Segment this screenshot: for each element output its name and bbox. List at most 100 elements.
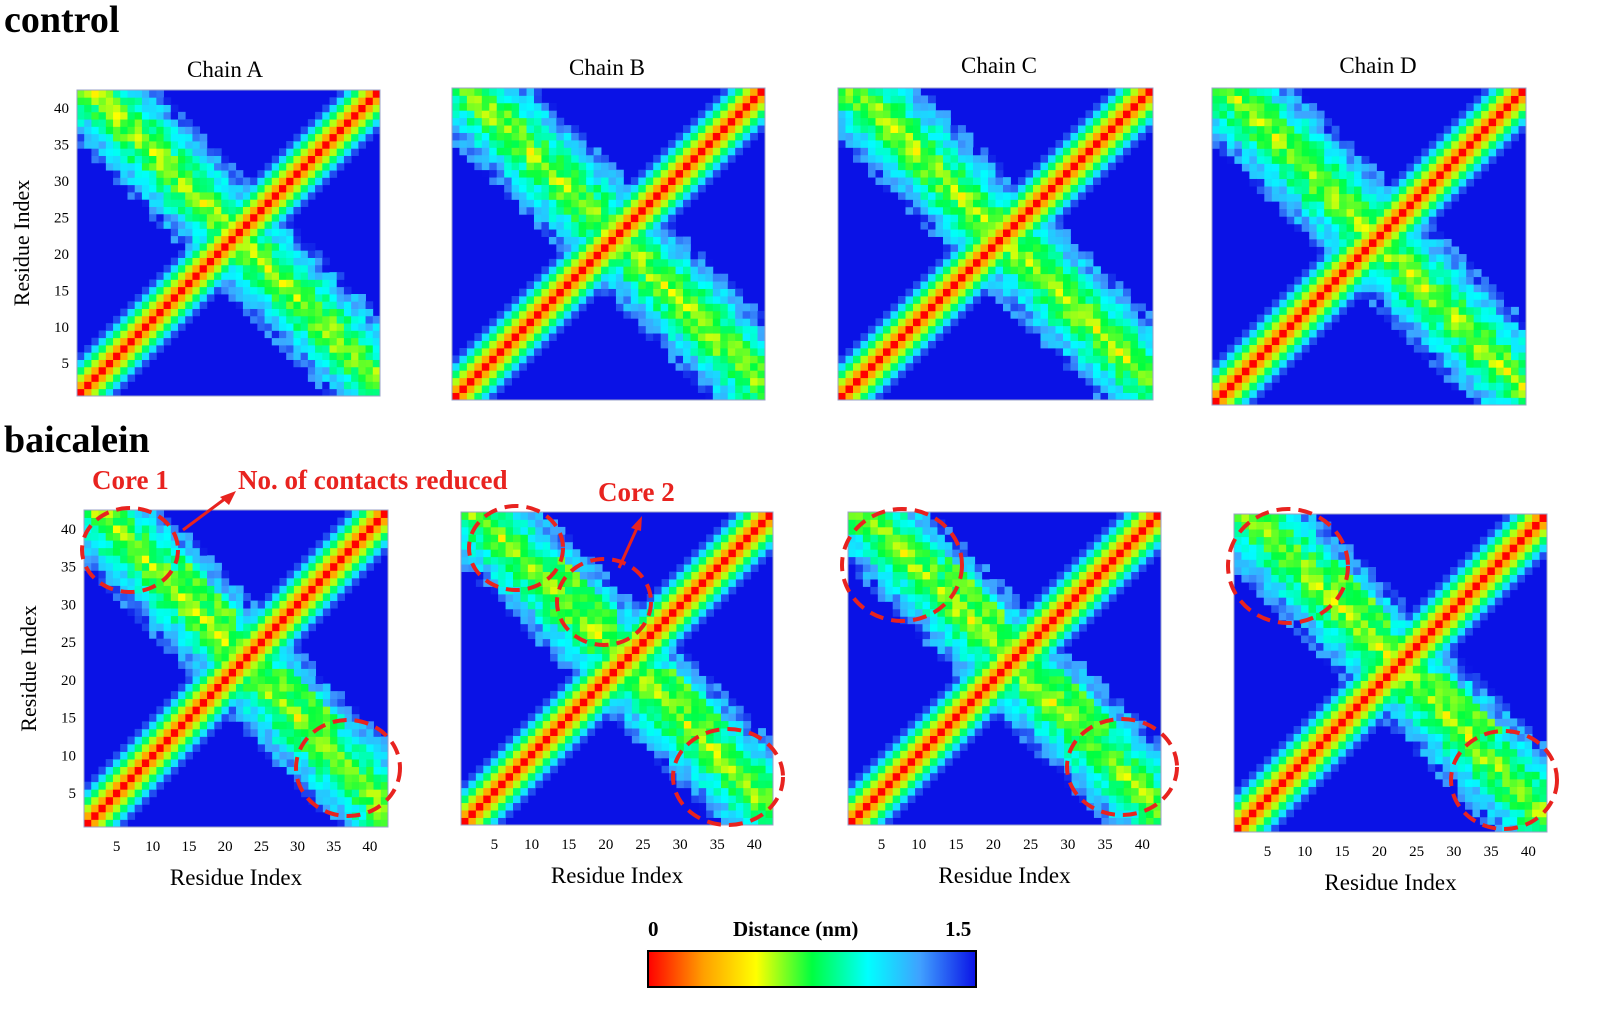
heatmap-cell xyxy=(185,192,193,200)
heatmap-cell xyxy=(720,102,729,111)
heatmap-cell xyxy=(630,192,639,200)
heatmap-cell xyxy=(727,147,736,156)
heatmap-cell xyxy=(1458,306,1467,315)
heatmap-cell xyxy=(452,117,460,126)
heatmap-cell xyxy=(185,199,193,207)
heatmap-cell xyxy=(1451,276,1460,285)
heatmap-cell xyxy=(1271,314,1280,323)
heatmap-cell xyxy=(1063,251,1071,260)
heatmap-cell xyxy=(127,111,136,120)
heatmap-cell xyxy=(1100,110,1109,119)
heatmap-cell xyxy=(898,355,906,364)
heatmap-cell xyxy=(1466,352,1475,361)
heatmap-cell xyxy=(1391,269,1400,278)
heatmap-cell xyxy=(860,392,869,401)
heatmap-cell xyxy=(98,345,107,353)
heatmap-cell xyxy=(1241,110,1250,119)
heatmap-cell xyxy=(84,555,92,564)
heatmap-cell xyxy=(668,355,676,364)
heatmap-cell xyxy=(838,88,846,96)
heatmap-cell xyxy=(120,337,128,346)
heatmap-cell xyxy=(586,296,594,304)
heatmap-cell xyxy=(1279,306,1288,315)
heatmap-cell xyxy=(336,148,345,156)
heatmap-cell xyxy=(586,229,594,237)
heatmap-cell xyxy=(1249,397,1258,406)
heatmap-cell xyxy=(1428,186,1437,195)
heatmap-cell xyxy=(322,577,331,586)
heatmap-cell xyxy=(1436,140,1445,149)
heatmap-cell xyxy=(630,296,639,304)
heatmap-cell xyxy=(257,623,266,632)
heatmap-cell xyxy=(1361,284,1370,293)
heatmap-cell xyxy=(578,154,587,163)
heatmap-cell xyxy=(757,385,766,393)
heatmap-cell xyxy=(185,706,193,715)
heatmap-cell xyxy=(1078,266,1086,275)
heatmap-cell xyxy=(615,192,624,200)
heatmap-cell xyxy=(875,392,884,401)
heatmap-cell xyxy=(84,97,92,105)
heatmap-cell xyxy=(337,577,345,586)
heatmap-cell xyxy=(141,126,150,135)
heatmap-cell xyxy=(178,623,186,632)
heatmap-cell xyxy=(149,133,157,142)
heatmap-cell xyxy=(170,264,179,273)
heatmap-cell xyxy=(541,177,550,185)
heatmap-cell xyxy=(608,206,617,215)
heatmap-cell xyxy=(1033,169,1041,178)
heatmap-cell xyxy=(697,162,706,171)
heatmap-cell xyxy=(141,766,150,775)
heatmap-cell xyxy=(257,630,266,639)
heatmap-cell xyxy=(697,117,706,126)
heatmap-cell xyxy=(84,811,92,820)
heatmap-cell xyxy=(1018,236,1026,245)
heatmap-cell xyxy=(965,140,974,148)
heatmap-cell xyxy=(1033,266,1041,275)
heatmap-cell xyxy=(720,340,729,349)
heatmap-cell xyxy=(1249,95,1258,104)
heatmap-cell xyxy=(308,698,317,707)
heatmap-cell xyxy=(293,352,302,360)
heatmap-cell xyxy=(935,281,944,289)
heatmap-cell xyxy=(973,236,981,245)
heatmap-cell xyxy=(1115,310,1124,319)
heatmap-cell xyxy=(322,774,331,783)
heatmap-cell xyxy=(519,340,527,349)
heatmap-cell xyxy=(120,743,128,752)
heatmap-cell xyxy=(1108,125,1116,133)
heatmap-cell xyxy=(1055,333,1064,341)
heatmap-cell xyxy=(286,352,294,360)
heatmap-cell xyxy=(127,184,136,193)
heatmap-cell xyxy=(120,562,128,571)
heatmap-cell xyxy=(980,266,989,275)
heatmap-cell xyxy=(1256,321,1265,330)
heatmap-cell xyxy=(329,374,338,382)
heatmap-cell xyxy=(315,294,323,302)
heatmap-cell xyxy=(608,251,617,260)
heatmap-cell xyxy=(668,236,676,245)
heatmap-cell xyxy=(675,244,684,252)
heatmap-cell xyxy=(1040,288,1049,297)
heatmap-cell xyxy=(615,177,624,185)
heatmap-cell xyxy=(1085,288,1094,297)
heatmap-cell xyxy=(526,95,535,104)
heatmap-cell xyxy=(1286,186,1295,195)
heatmap-cell xyxy=(481,392,490,401)
heatmap-cell xyxy=(958,258,966,267)
heatmap-cell xyxy=(683,370,691,379)
heatmap-cell xyxy=(84,126,92,135)
heatmap-cell xyxy=(1421,344,1430,353)
heatmap-cell xyxy=(185,301,193,309)
heatmap-cell xyxy=(365,366,374,375)
heatmap-cell xyxy=(344,774,353,783)
heatmap-cell xyxy=(1100,95,1109,104)
heatmap-cell xyxy=(578,169,587,178)
heatmap-cell xyxy=(105,577,114,586)
heatmap-cell xyxy=(1511,389,1519,398)
heatmap-cell xyxy=(322,272,330,280)
heatmap-cell xyxy=(601,192,609,200)
heatmap-cell xyxy=(91,781,99,790)
heatmap-cell xyxy=(519,355,527,364)
heatmap-cell xyxy=(207,600,215,609)
